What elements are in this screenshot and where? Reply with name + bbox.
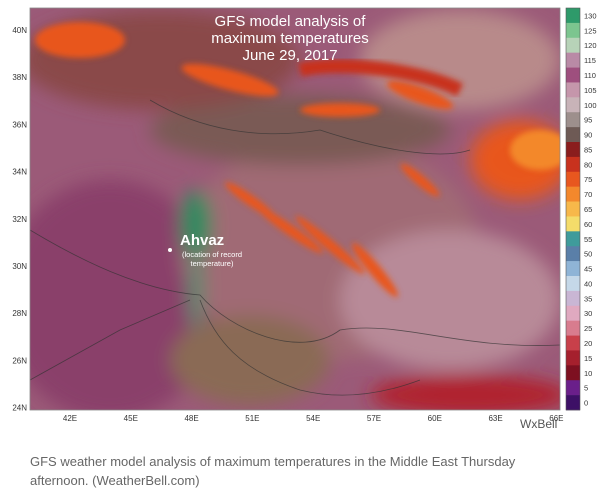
lat-label: 24N	[12, 404, 27, 413]
colorbar-label: 120	[584, 41, 597, 50]
colorbar-label: 55	[584, 235, 592, 244]
city-name: Ahvaz	[180, 232, 224, 249]
colorbar-cell	[566, 82, 580, 98]
colorbar-cell	[566, 365, 580, 381]
lat-label: 34N	[12, 168, 27, 177]
title-line: maximum temperatures	[211, 30, 369, 47]
brand: WxBell	[520, 417, 557, 431]
lat-label: 40N	[12, 26, 27, 35]
colorbar-label: 50	[584, 250, 592, 259]
colorbar-label: 10	[584, 369, 592, 378]
colorbar-cell	[566, 380, 580, 396]
map-frame	[29, 7, 561, 411]
colorbar-label: 60	[584, 220, 592, 229]
colorbar-label: 125	[584, 26, 597, 35]
colorbar-label: 25	[584, 324, 592, 333]
colorbar-label: 20	[584, 339, 592, 348]
city-note: temperature)	[191, 259, 234, 268]
colorbar-label: 80	[584, 160, 592, 169]
colorbar-cell	[566, 305, 580, 321]
colorbar-label: 105	[584, 86, 597, 95]
colorbar-label: 130	[584, 11, 597, 20]
colorbar-cell	[566, 171, 580, 187]
colorbar-label: 40	[584, 279, 592, 288]
colorbar-label: 45	[584, 265, 592, 274]
colorbar-cell	[566, 276, 580, 292]
title-line: GFS model analysis of	[215, 13, 367, 30]
lat-label: 26N	[12, 356, 27, 365]
colorbar-cell	[566, 395, 580, 411]
city-note: (location of record	[182, 250, 242, 259]
colorbar-cell	[566, 97, 580, 113]
title-line: June 29, 2017	[242, 47, 337, 64]
colorbar-label: 100	[584, 101, 597, 110]
colorbar-cell	[566, 142, 580, 158]
colorbar-label: 95	[584, 116, 592, 125]
colorbar-cell	[566, 231, 580, 247]
caption: GFS weather model analysis of maximum te…	[30, 454, 516, 488]
lat-label: 28N	[12, 309, 27, 318]
lon-label: 57E	[367, 414, 381, 423]
colorbar-cell	[566, 201, 580, 217]
lon-label: 45E	[124, 414, 138, 423]
colorbar-frame	[565, 7, 581, 411]
city-marker	[168, 248, 172, 252]
colorbar-cell	[566, 8, 580, 24]
colorbar-cell	[566, 246, 580, 262]
colorbar-label: 15	[584, 354, 592, 363]
colorbar-cell	[566, 22, 580, 39]
lat-label: 36N	[12, 120, 27, 129]
colorbar-label: 5	[584, 384, 588, 393]
colorbar-cell	[566, 156, 580, 173]
map-field	[30, 8, 560, 410]
colorbar-cell	[566, 350, 580, 366]
lat-label: 32N	[12, 215, 27, 224]
colorbar-label: 65	[584, 205, 592, 214]
colorbar-label: 70	[584, 190, 592, 199]
colorbar-label: 115	[584, 56, 596, 65]
lon-label: 63E	[488, 414, 502, 423]
lon-label: 42E	[63, 414, 77, 423]
colorbar-cell	[566, 216, 580, 232]
colorbar-cell	[566, 335, 580, 351]
colorbar-label: 30	[584, 309, 592, 318]
colorbar-cell	[566, 290, 580, 307]
colorbar-cell	[566, 52, 580, 68]
lon-label: 51E	[245, 414, 259, 423]
lon-label: 66E	[549, 414, 563, 423]
colorbar-label: 75	[584, 175, 592, 184]
lon-label: 60E	[428, 414, 442, 423]
colorbar-cell	[566, 37, 580, 53]
colorbar-cell	[566, 67, 580, 83]
colorbar-cell	[566, 127, 580, 143]
colorbar-label: 0	[584, 399, 588, 408]
colorbar-cell	[566, 112, 580, 128]
colorbar-label: 85	[584, 145, 592, 154]
lat-label: 38N	[12, 73, 27, 82]
colorbar-cell	[566, 186, 580, 202]
lon-label: 54E	[306, 414, 320, 423]
lat-label: 30N	[12, 262, 27, 271]
colorbar-cell	[566, 261, 580, 277]
colorbar-label: 90	[584, 131, 592, 140]
colorbar-label: 35	[584, 294, 592, 303]
colorbar-label: 110	[584, 71, 596, 80]
colorbar-cell	[566, 320, 580, 336]
lon-label: 48E	[184, 414, 198, 423]
